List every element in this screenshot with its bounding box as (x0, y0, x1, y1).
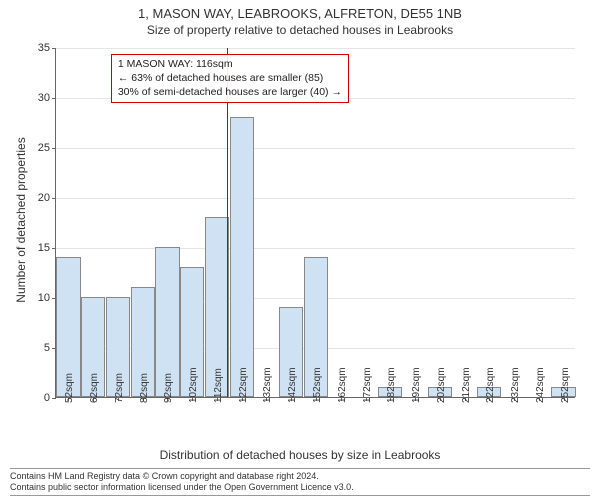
x-tick: 232sqm (510, 367, 521, 403)
y-tick: 35 (38, 42, 56, 54)
x-tick: 202sqm (436, 367, 447, 403)
y-tick: 25 (38, 142, 56, 154)
x-tick: 192sqm (411, 367, 422, 403)
footer-line-2: Contains public sector information licen… (10, 482, 590, 493)
page-title: 1, MASON WAY, LEABROOKS, ALFRETON, DE55 … (0, 0, 600, 23)
x-tick: 102sqm (188, 367, 199, 403)
gridline (56, 48, 575, 49)
x-tick: 152sqm (312, 367, 323, 403)
gridline (56, 198, 575, 199)
annotation-line-1: 1 MASON WAY: 116sqm (118, 57, 342, 71)
page-subtitle: Size of property relative to detached ho… (0, 23, 600, 39)
chart-container: 1, MASON WAY, LEABROOKS, ALFRETON, DE55 … (0, 0, 600, 500)
x-tick: 132sqm (262, 367, 273, 403)
chart-area: 0510152025303552sqm62sqm72sqm82sqm92sqm1… (55, 48, 575, 398)
x-tick: 242sqm (535, 367, 546, 403)
x-tick: 92sqm (163, 373, 174, 403)
y-tick: 10 (38, 292, 56, 304)
annotation-line-3: 30% of semi-detached houses are larger (… (118, 85, 342, 99)
bar (230, 117, 254, 397)
y-tick: 20 (38, 192, 56, 204)
x-tick: 112sqm (213, 368, 224, 403)
gridline (56, 248, 575, 249)
x-tick: 122sqm (238, 367, 249, 403)
y-tick: 5 (44, 342, 56, 354)
x-axis-label: Distribution of detached houses by size … (0, 448, 600, 462)
footer: Contains HM Land Registry data © Crown c… (10, 468, 590, 497)
y-tick: 0 (44, 392, 56, 404)
x-tick: 72sqm (114, 373, 125, 403)
y-tick: 30 (38, 92, 56, 104)
annotation-box: 1 MASON WAY: 116sqm ← 63% of detached ho… (111, 54, 349, 103)
y-axis-label: Number of detached properties (14, 137, 28, 302)
x-tick: 162sqm (337, 367, 348, 403)
x-tick: 222sqm (485, 367, 496, 403)
footer-line-1: Contains HM Land Registry data © Crown c… (10, 471, 590, 482)
y-tick: 15 (38, 242, 56, 254)
x-tick: 172sqm (362, 367, 373, 403)
x-tick: 212sqm (461, 367, 472, 403)
x-tick: 82sqm (139, 373, 150, 403)
annotation-line-2: ← 63% of detached houses are smaller (85… (118, 71, 342, 85)
x-tick: 252sqm (560, 367, 571, 403)
gridline (56, 148, 575, 149)
x-tick: 52sqm (64, 373, 75, 403)
x-tick: 142sqm (287, 367, 298, 403)
x-tick: 62sqm (89, 373, 100, 403)
x-tick: 182sqm (386, 367, 397, 403)
